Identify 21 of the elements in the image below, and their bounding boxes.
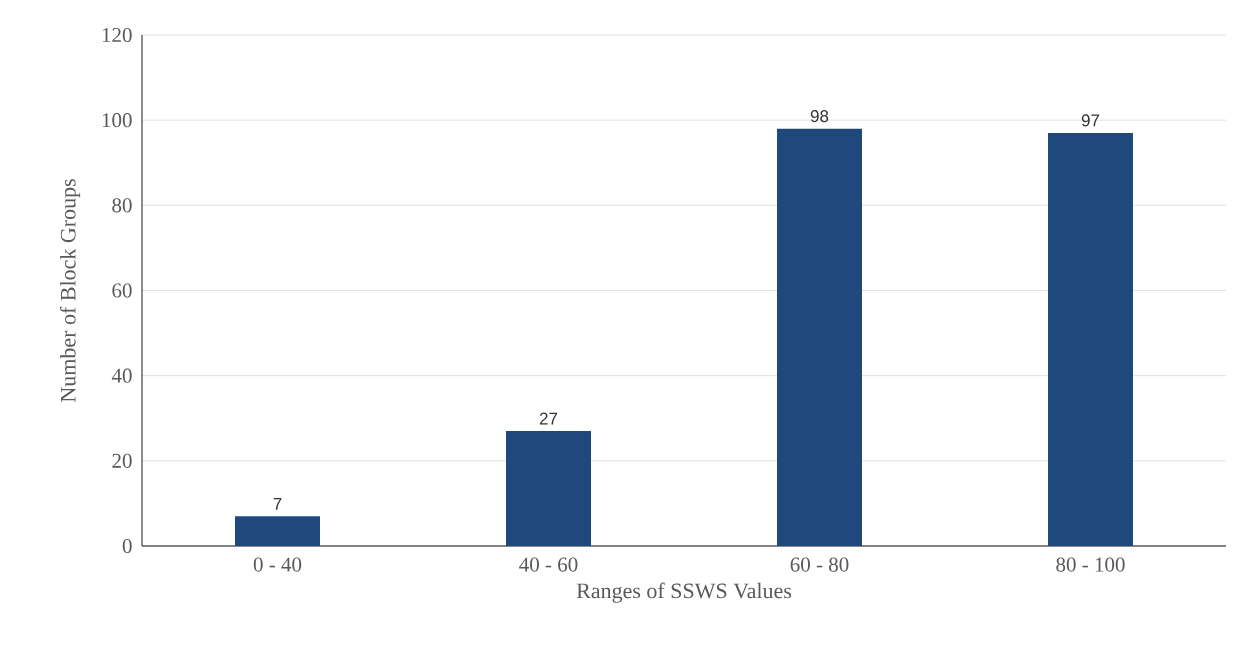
bar [777,128,862,546]
x-tick-label: 40 - 60 [519,557,578,572]
y-tick-label: 60 [112,283,132,298]
x-tick-label: 0 - 40 [253,557,302,572]
data-label: 27 [539,412,558,425]
y-axis-title: Number of Block Groups [59,179,81,402]
bar [506,431,591,546]
y-tick-label: 40 [111,368,132,383]
y-tick-label: 100 [102,113,132,128]
data-label: 97 [1081,114,1100,127]
x-tick-label: 60 - 80 [790,557,849,572]
data-label: 7 [273,497,282,510]
x-axis-title: Ranges of SSWS Values [576,582,792,603]
data-label: 98 [810,110,829,123]
bar [1047,132,1133,546]
y-tick-label: 120 [102,27,132,43]
y-tick-label: 20 [112,453,132,468]
y-tick-label: 80 [112,198,132,213]
bar [235,516,320,546]
y-tick-label: 0 [122,538,132,554]
x-tick-label: 80 - 100 [1056,557,1125,572]
